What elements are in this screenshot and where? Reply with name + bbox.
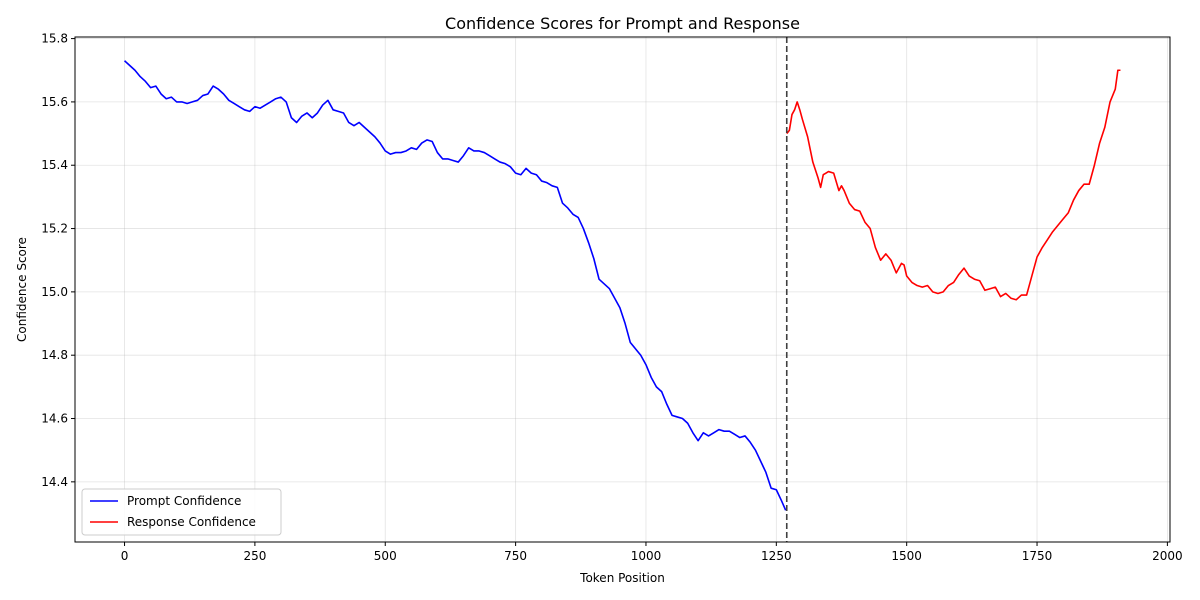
y-tick-label: 15.8 [41,32,68,46]
y-tick-label: 14.8 [41,348,68,362]
x-tick-label: 1250 [761,549,792,563]
legend-label: Prompt Confidence [127,494,241,508]
response-confidence-line [786,69,1121,301]
x-tick-label: 500 [374,549,397,563]
y-tick-label: 14.4 [41,475,68,489]
series-lines [124,60,1121,511]
y-tick-label: 15.4 [41,158,68,172]
x-tick-label: 1750 [1022,549,1053,563]
chart-title: Confidence Scores for Prompt and Respons… [445,14,800,33]
legend-box [81,488,282,536]
x-tick-label: 250 [243,549,266,563]
legend-label: Response Confidence [127,515,256,529]
prompt-confidence-line [124,60,787,511]
plot-frame [74,36,1171,543]
x-tick-label: 0 [121,549,129,563]
y-axis: 14.4 14.6 14.8 15.0 15.2 15.4 15.6 15.8 [41,32,75,489]
x-tick-label: 2000 [1152,549,1183,563]
x-tick-label: 1500 [891,549,922,563]
x-axis-title: Token Position [579,571,665,585]
legend: Prompt Confidence Response Confidence [81,488,282,536]
y-tick-label: 15.2 [41,222,68,236]
y-tick-label: 15.0 [41,285,68,299]
grid [75,37,1170,542]
x-axis: 0 250 500 750 1000 1250 1500 1750 2000 [121,542,1183,563]
y-tick-label: 15.6 [41,95,68,109]
x-tick-label: 1000 [631,549,662,563]
y-axis-title: Confidence Score [15,237,29,342]
x-tick-label: 750 [504,549,527,563]
y-tick-label: 14.6 [41,412,68,426]
